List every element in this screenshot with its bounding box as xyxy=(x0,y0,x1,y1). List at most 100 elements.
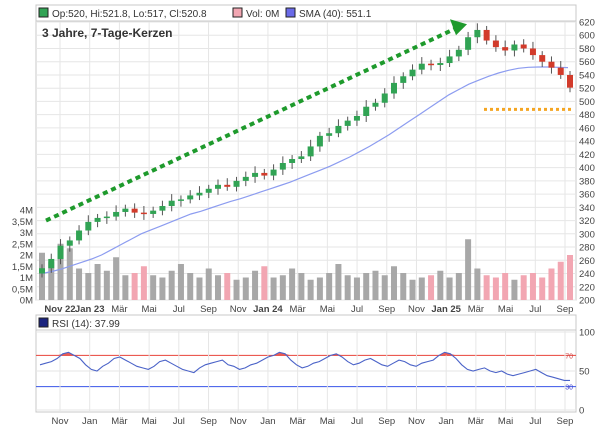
annotations xyxy=(45,19,572,223)
rsi-x-tick-label: Jul xyxy=(529,416,541,427)
volume-tick-label: 2,5M xyxy=(12,239,33,250)
price-tick-label: 480 xyxy=(579,110,595,121)
volume-bar xyxy=(94,264,101,300)
legend-bar xyxy=(35,4,577,22)
volume-bar xyxy=(252,270,259,300)
price-tick-label: 320 xyxy=(579,216,595,227)
candle-body xyxy=(344,120,351,126)
volume-bar xyxy=(557,261,564,300)
x-tick-label: Mär xyxy=(111,304,127,315)
volume-tick-label: 0,5M xyxy=(12,284,33,295)
volume-bar xyxy=(224,273,231,300)
sma-group xyxy=(41,66,569,275)
candle-body xyxy=(215,184,221,189)
volume-bar xyxy=(270,277,277,300)
candle-body xyxy=(289,159,296,163)
candle-body xyxy=(57,245,64,259)
volume-bar xyxy=(131,273,138,300)
volume-bar xyxy=(520,275,527,300)
volume-bar xyxy=(289,268,296,300)
volume-tick-label: 1M xyxy=(20,273,33,284)
volume-bar xyxy=(48,261,55,300)
candle-body xyxy=(548,61,555,68)
candle-body xyxy=(391,82,397,94)
rsi-x-tick-label: Mär xyxy=(289,416,305,427)
candle-body xyxy=(103,216,110,219)
rsi-band-30-label: 30 xyxy=(565,385,573,392)
candle-body xyxy=(335,125,342,134)
sma-line xyxy=(41,66,569,275)
price-tick-label: 600 xyxy=(579,31,595,42)
volume-tick-label: 3,5M xyxy=(12,217,33,228)
x-tick-label: Jan 24 xyxy=(253,304,283,315)
volume-bar xyxy=(150,275,157,300)
rsi-x-tick-label: Sep xyxy=(200,416,217,427)
candle-body xyxy=(159,206,166,211)
price-tick-label: 280 xyxy=(579,243,595,254)
volume-bar xyxy=(298,273,305,300)
candle-body xyxy=(483,29,490,41)
x-tick-label: Mai xyxy=(320,304,335,315)
candle-body xyxy=(409,69,416,77)
candle-body xyxy=(567,74,573,88)
volume-bar xyxy=(307,279,314,300)
trend-arrow-shaft xyxy=(45,26,457,223)
volume-bar xyxy=(400,273,407,300)
x-tick-label: Jan 23 xyxy=(75,304,105,315)
candle-body xyxy=(520,44,527,49)
rsi-x-tick-label: Mai xyxy=(320,416,335,427)
x-tick-label: Jan 25 xyxy=(431,304,461,315)
candle-body xyxy=(446,56,453,64)
candles xyxy=(39,23,573,278)
candle-body xyxy=(474,29,481,38)
volume-bar xyxy=(76,268,83,300)
price-tick-label: 540 xyxy=(579,70,595,81)
price-tick-label: 260 xyxy=(579,256,595,267)
x-tick-label: Mai xyxy=(141,304,156,315)
candle-body xyxy=(187,195,194,200)
price-tick-label: 520 xyxy=(579,84,595,95)
volume-bar xyxy=(548,268,555,300)
volume-bar xyxy=(353,277,360,300)
rsi-x-tick-label: Mär xyxy=(111,416,127,427)
rsi-x-tick-label: Mai xyxy=(498,416,513,427)
rsi-x-tick-label: Sep xyxy=(557,416,574,427)
volume-bar xyxy=(483,275,490,300)
volume-tick-label: 3M xyxy=(20,228,33,239)
volume-bar xyxy=(177,264,184,300)
volume-bar xyxy=(113,257,120,300)
rsi-x-tick-label: Sep xyxy=(378,416,395,427)
volume-bar xyxy=(57,243,64,300)
volume-bar xyxy=(437,270,444,300)
rsi-grid xyxy=(36,330,576,412)
volume-bar xyxy=(567,255,573,300)
x-tick-label: Nov xyxy=(230,304,247,315)
price-tick-label: 420 xyxy=(579,150,595,161)
candle-body xyxy=(418,63,425,70)
price-tick-label: 240 xyxy=(579,269,595,280)
volume-bar xyxy=(140,266,147,300)
x-tick-label: Jul xyxy=(529,304,541,315)
candle-body xyxy=(557,67,564,75)
x-tick-label: Jul xyxy=(351,304,363,315)
candle-body xyxy=(455,49,462,57)
candle-body xyxy=(224,184,231,187)
volume-bar xyxy=(215,275,221,300)
price-tick-label: 400 xyxy=(579,163,595,174)
volume-bar xyxy=(85,273,92,300)
candle-body xyxy=(316,135,323,147)
candle-body xyxy=(428,63,435,66)
price-tick-label: 300 xyxy=(579,229,595,240)
volume-bar xyxy=(168,270,175,300)
rsi-x-tick-label: Jan xyxy=(439,416,454,427)
volume-tick-label: 0M xyxy=(20,296,33,307)
candle-body xyxy=(122,208,129,212)
candle-body xyxy=(233,180,240,187)
x-tick-label: Sep xyxy=(378,304,395,315)
x-tick-label: Sep xyxy=(200,304,217,315)
candle-body xyxy=(261,172,268,176)
rsi-legend-bar xyxy=(35,314,577,331)
volume-bar xyxy=(187,273,194,300)
candle-body xyxy=(252,172,259,177)
